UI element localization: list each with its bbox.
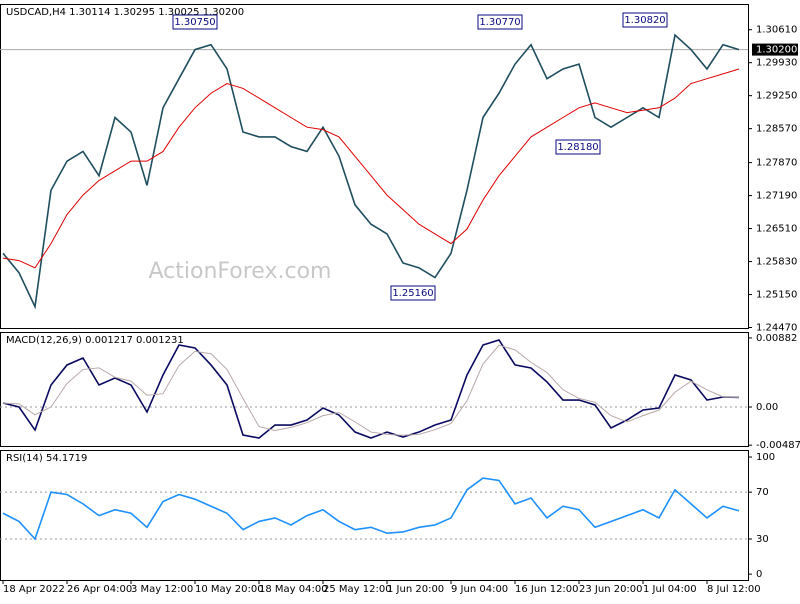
y-tick-label: 1.27190 [756, 191, 797, 202]
x-tick-label: 26 Apr 04:00 [67, 584, 132, 595]
x-tick-label: 3 May 12:00 [131, 584, 193, 595]
y-tick-label: 0.00882 [756, 333, 797, 344]
x-tick-label: 9 Jun 04:00 [451, 584, 508, 595]
watermark: ActionForex.com [149, 259, 332, 284]
x-tick-label: 8 Jul 12:00 [707, 584, 761, 595]
x-tick-label: 10 May 20:00 [195, 584, 264, 595]
panel-frame [0, 4, 749, 329]
last-price-box [752, 43, 798, 56]
y-tick-label: 0 [756, 569, 762, 580]
x-tick-label: 23 Jun 20:00 [579, 584, 643, 595]
y-tick-label: -0.004872 [756, 440, 800, 451]
panel-title: USDCAD,H4 1.30114 1.30295 1.30025 1.3020… [6, 7, 244, 18]
series-line [2, 68, 740, 269]
y-tick-label: 1.24470 [756, 323, 797, 334]
annotation-box [622, 12, 668, 28]
x-tick-label: 1 Jun 20:00 [387, 584, 444, 595]
y-tick-label: 1.25150 [756, 290, 797, 301]
y-tick-label: 0.00 [756, 402, 778, 413]
y-tick-label: 100 [756, 452, 775, 463]
panel-title: MACD(12,26,9) 0.001217 0.001231 [6, 335, 184, 346]
y-tick-label: 1.29250 [756, 91, 797, 102]
y-tick-label: 1.28570 [756, 124, 797, 135]
series-line [2, 477, 740, 541]
annotation: 1.30820 [624, 15, 665, 26]
series-line [2, 339, 740, 439]
annotation: 1.30770 [479, 17, 520, 28]
last-price-label: 1.30200 [756, 45, 797, 56]
x-tick-label: 18 May 04:00 [259, 584, 328, 595]
annotation-box [390, 285, 436, 301]
panel-title: RSI(14) 54.1719 [6, 453, 87, 464]
y-tick-label: 1.29930 [756, 58, 797, 69]
annotation: 1.25160 [392, 288, 433, 299]
annotation-box [172, 14, 218, 30]
y-tick-label: 70 [756, 487, 769, 498]
x-tick-label: 16 Jun 12:00 [515, 584, 579, 595]
series-line [2, 33, 740, 310]
y-tick-label: 1.27870 [756, 158, 797, 169]
x-tick-label: 1 Jul 04:00 [643, 584, 697, 595]
series-line [2, 344, 740, 436]
y-tick-label: 30 [756, 534, 769, 545]
y-tick-label: 1.30610 [756, 25, 797, 36]
annotation-box [477, 14, 523, 30]
y-tick-label: 1.26510 [756, 224, 797, 235]
x-tick-label: 18 Apr 2022 [3, 584, 65, 595]
panel-frame [0, 450, 749, 581]
annotation: 1.28180 [557, 142, 598, 153]
annotation: 1.30750 [174, 17, 215, 28]
y-tick-label: 1.25830 [756, 257, 797, 268]
x-tick-label: 25 May 12:00 [323, 584, 392, 595]
annotation-box [555, 139, 601, 155]
panel-frame [0, 332, 749, 447]
